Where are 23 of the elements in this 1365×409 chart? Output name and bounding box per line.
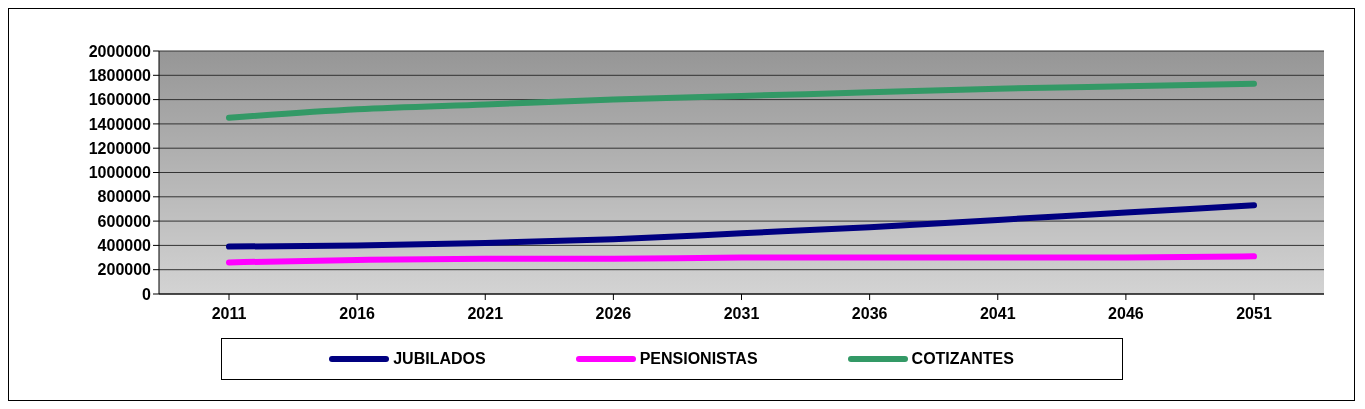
legend-label: JUBILADOS — [392, 350, 486, 368]
y-tick-label: 1800000 — [88, 66, 152, 84]
y-tick-label: 1200000 — [88, 139, 152, 157]
x-tick-label: 2051 — [1236, 305, 1272, 323]
y-tick-label: 1000000 — [88, 164, 152, 182]
x-tick-label: 2021 — [467, 305, 504, 323]
y-tick-label: 600000 — [97, 212, 152, 230]
x-tick-label: 2041 — [979, 305, 1016, 323]
x-tick-label: 2036 — [851, 305, 888, 323]
y-tick-label: 400000 — [97, 237, 152, 255]
x-tick-label: 2016 — [339, 305, 376, 323]
x-tick-label: 2011 — [211, 305, 247, 323]
y-tick-label: 2000000 — [88, 42, 152, 60]
x-tick-label: 2046 — [1108, 305, 1144, 323]
x-tick-label: 2026 — [595, 305, 632, 323]
y-tick-label: 200000 — [97, 261, 152, 279]
y-tick-label: 1600000 — [88, 91, 152, 109]
legend-label: PENSIONISTAS — [638, 350, 758, 368]
legend-label: COTIZANTES — [910, 350, 1014, 368]
y-tick-label: 0 — [142, 285, 152, 303]
y-tick-label: 1400000 — [88, 115, 152, 133]
x-tick-label: 2031 — [723, 305, 760, 323]
y-tick-label: 800000 — [97, 188, 152, 206]
